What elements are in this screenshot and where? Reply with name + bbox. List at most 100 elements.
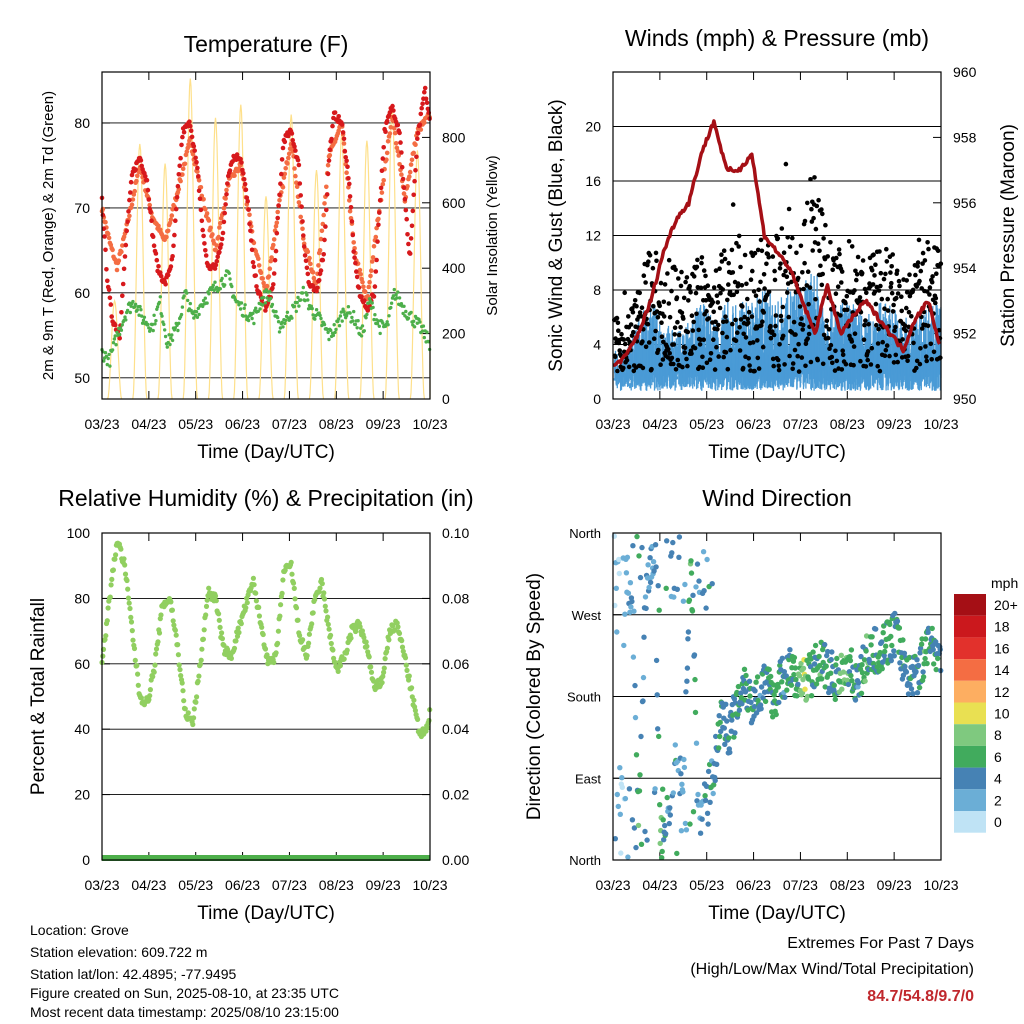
humidity-point (280, 577, 286, 583)
t2m-point (400, 176, 406, 182)
gust-point (730, 202, 736, 207)
t2m-point (170, 253, 175, 259)
gust-point (755, 247, 761, 253)
td2m-point (333, 330, 337, 335)
td2m-point (148, 327, 153, 331)
gust-point (893, 324, 898, 330)
t2m-point (263, 308, 268, 313)
td2m-point (353, 322, 358, 327)
t2m-point (102, 234, 107, 239)
t2m-point (227, 168, 233, 173)
gust-point (672, 325, 678, 331)
gust-point (647, 253, 653, 258)
humidity-point (204, 597, 210, 603)
td2m-point (131, 299, 135, 304)
direction-point (687, 821, 693, 827)
humidity-point (312, 597, 318, 603)
t2m-point (343, 155, 349, 160)
t2m-point (193, 155, 198, 161)
td2m-point (329, 328, 333, 332)
humidity-point (153, 651, 159, 657)
direction-point (623, 570, 630, 576)
gust-point (914, 365, 919, 371)
gust-point (690, 328, 696, 333)
gust-point (793, 332, 798, 337)
humidity-point (126, 600, 132, 606)
direction-point (930, 646, 936, 653)
gust-point (689, 351, 694, 356)
td2m-point (355, 326, 359, 330)
td2m-point (320, 323, 324, 328)
td2m-point (263, 301, 268, 305)
colorbar-swatch (954, 767, 986, 790)
gust-point (711, 337, 716, 343)
direction-point (660, 817, 666, 823)
t2m-point (251, 264, 257, 270)
t2m-point (212, 266, 218, 271)
humidity-point (306, 631, 312, 637)
t9m-point (384, 157, 389, 162)
direction-point (631, 825, 638, 831)
td2m-point (114, 343, 118, 347)
t9m-point (210, 232, 215, 237)
gust-point (684, 356, 689, 362)
t9m-point (184, 149, 190, 154)
gust-point (872, 273, 877, 278)
direction-point (682, 581, 688, 588)
colorbar-swatch (954, 680, 986, 703)
t9m-point (190, 151, 196, 157)
humidity-point (399, 644, 406, 650)
td2m-point (194, 310, 199, 314)
t2m-point (243, 187, 249, 193)
t2m-point (224, 192, 229, 197)
colorbar-label: 8 (994, 727, 1002, 743)
t2m-point (422, 85, 428, 91)
t9m-point (264, 283, 270, 289)
gust-point (895, 359, 900, 365)
gust-point (738, 264, 743, 270)
td2m-point (300, 291, 305, 295)
humidity-point (424, 725, 431, 731)
direction-point (716, 745, 722, 751)
t2m-point (248, 228, 253, 234)
t9m-point (232, 173, 237, 178)
humidity-point (297, 632, 303, 639)
humidity-point (236, 629, 242, 636)
gust-point (699, 260, 704, 266)
gust-point (752, 250, 758, 256)
humidity-point (278, 602, 284, 608)
gust-point (737, 348, 743, 353)
gust-point (928, 341, 934, 347)
humidity-point (150, 674, 156, 680)
t2m-point (302, 253, 308, 258)
t9m-point (418, 127, 424, 132)
humidity-point (219, 636, 225, 642)
colorbar-swatch (954, 594, 986, 616)
t2m-point (120, 293, 125, 299)
t2m-point (339, 122, 345, 127)
gust-point (626, 364, 632, 370)
chart-title-3: Wind Direction (702, 485, 852, 511)
direction-point (697, 830, 704, 836)
t2m-point (158, 273, 164, 279)
td2m-point (356, 319, 360, 323)
humidity-point (110, 567, 116, 573)
direction-point (758, 684, 765, 690)
t2m-point (345, 164, 350, 170)
t2m-point (404, 216, 410, 222)
gust-point (717, 266, 722, 272)
gust-point (691, 274, 697, 279)
t2m-point (332, 110, 338, 115)
gust-point (872, 289, 878, 295)
gust-point (813, 297, 818, 302)
x-tick-label-3: 10/23 (923, 877, 958, 893)
y-tick-label-3: North (569, 526, 601, 541)
direction-point (726, 735, 732, 741)
t2m-point (101, 226, 107, 231)
t2m-point (188, 123, 193, 129)
t2m-point (384, 118, 390, 124)
gust-point (745, 296, 750, 302)
gust-point (792, 347, 798, 353)
t2m-point (213, 262, 219, 268)
t2m-point (373, 269, 379, 274)
